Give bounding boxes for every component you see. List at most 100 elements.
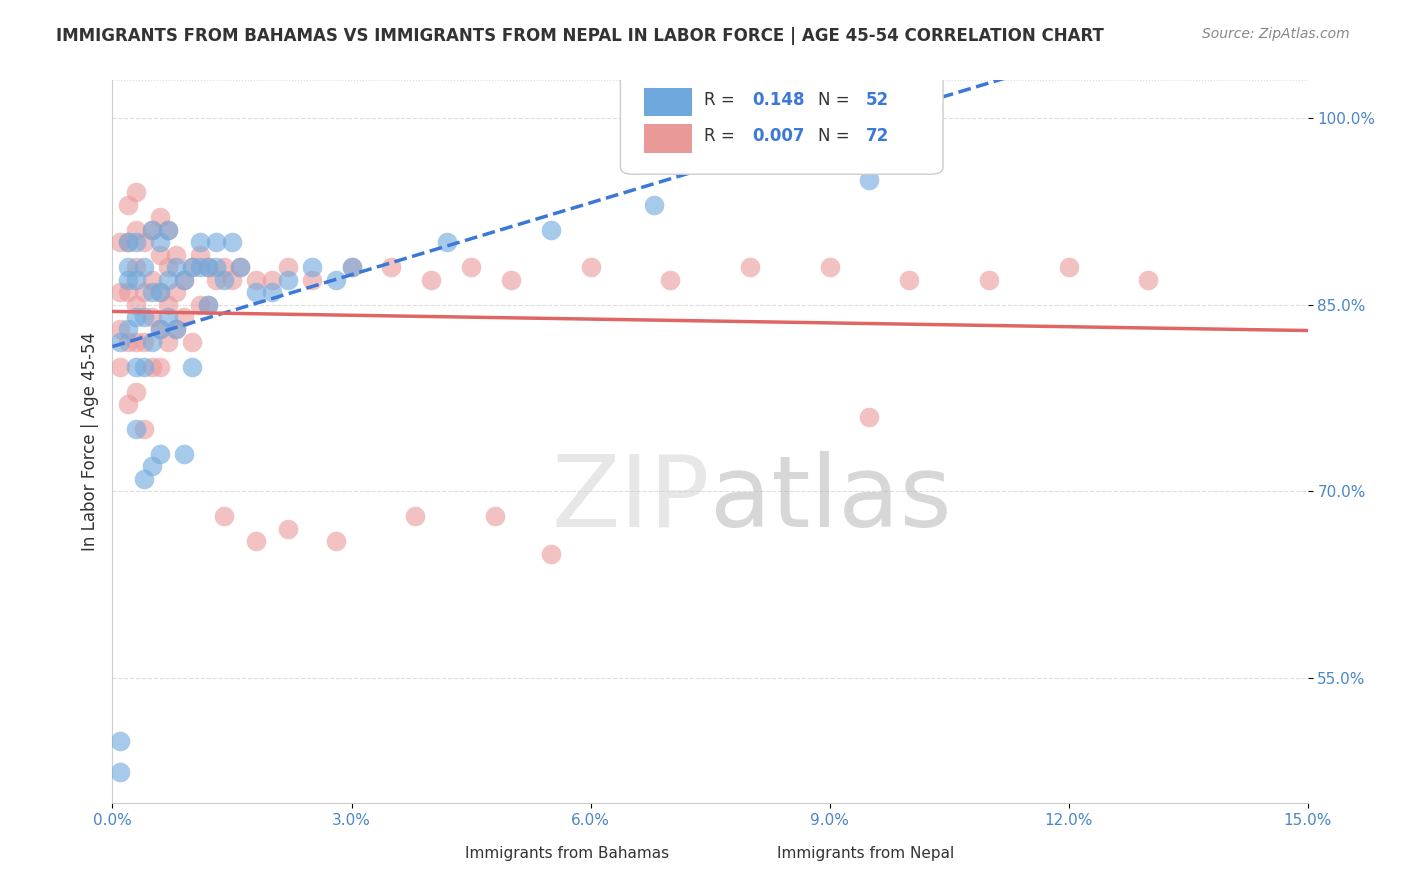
Point xyxy=(212,260,235,274)
Point xyxy=(245,272,267,286)
Point xyxy=(157,223,180,237)
Point xyxy=(125,223,148,237)
Point xyxy=(380,260,402,274)
Point xyxy=(212,509,235,524)
Text: Immigrants from Nepal: Immigrants from Nepal xyxy=(776,846,955,861)
Point xyxy=(149,359,172,374)
Point xyxy=(134,260,156,274)
Point xyxy=(157,260,180,274)
Point xyxy=(173,447,195,461)
Text: R =: R = xyxy=(704,127,740,145)
Point xyxy=(157,223,180,237)
Bar xyxy=(412,843,458,864)
Point xyxy=(125,422,148,436)
Point xyxy=(110,334,132,349)
Text: 0.148: 0.148 xyxy=(752,91,804,109)
Text: 72: 72 xyxy=(866,127,889,145)
Point xyxy=(173,310,195,324)
Point xyxy=(110,359,132,374)
Point xyxy=(125,384,148,399)
Point xyxy=(134,310,156,324)
Y-axis label: In Labor Force | Age 45-54: In Labor Force | Age 45-54 xyxy=(80,332,98,551)
Point xyxy=(229,260,252,274)
Point xyxy=(125,359,148,374)
Text: Immigrants from Bahamas: Immigrants from Bahamas xyxy=(464,846,669,861)
Point xyxy=(165,248,187,262)
Point xyxy=(540,223,562,237)
Point xyxy=(149,447,172,461)
Point xyxy=(149,322,172,336)
Point xyxy=(858,409,880,424)
Point xyxy=(205,260,228,274)
Point xyxy=(125,297,148,311)
Point xyxy=(157,334,180,349)
Point xyxy=(325,272,347,286)
Point xyxy=(117,235,139,250)
Point xyxy=(188,260,211,274)
Point xyxy=(188,297,211,311)
Point xyxy=(149,248,172,262)
Point xyxy=(141,223,163,237)
Point xyxy=(197,297,219,311)
Point xyxy=(117,260,139,274)
Point xyxy=(117,198,139,212)
Point xyxy=(157,297,180,311)
Point xyxy=(205,235,228,250)
Point xyxy=(858,173,880,187)
Point xyxy=(149,322,172,336)
Point xyxy=(181,359,204,374)
Text: 0.007: 0.007 xyxy=(752,127,804,145)
Point xyxy=(110,733,132,747)
Point xyxy=(117,272,139,286)
Point xyxy=(125,334,148,349)
Point xyxy=(110,764,132,779)
Point xyxy=(141,223,163,237)
Point xyxy=(579,260,602,274)
Point xyxy=(212,272,235,286)
Point xyxy=(149,211,172,225)
Point xyxy=(141,459,163,474)
Point xyxy=(659,272,682,286)
Point xyxy=(245,285,267,299)
Point xyxy=(404,509,426,524)
Point xyxy=(134,334,156,349)
Point xyxy=(141,272,163,286)
Text: ZIP: ZIP xyxy=(551,450,710,548)
Point xyxy=(157,310,180,324)
Text: Source: ZipAtlas.com: Source: ZipAtlas.com xyxy=(1202,27,1350,41)
Point xyxy=(134,359,156,374)
Point xyxy=(134,422,156,436)
Point xyxy=(165,260,187,274)
Point xyxy=(125,272,148,286)
Point xyxy=(643,198,665,212)
FancyBboxPatch shape xyxy=(620,66,943,174)
Point xyxy=(188,235,211,250)
Point xyxy=(141,359,163,374)
Point xyxy=(165,322,187,336)
Point xyxy=(260,285,283,299)
Point xyxy=(117,397,139,411)
Text: 52: 52 xyxy=(866,91,889,109)
Text: IMMIGRANTS FROM BAHAMAS VS IMMIGRANTS FROM NEPAL IN LABOR FORCE | AGE 45-54 CORR: IMMIGRANTS FROM BAHAMAS VS IMMIGRANTS FR… xyxy=(56,27,1104,45)
Point xyxy=(260,272,283,286)
Point xyxy=(117,322,139,336)
Point xyxy=(141,285,163,299)
Point xyxy=(540,547,562,561)
Point xyxy=(245,534,267,549)
Point xyxy=(125,260,148,274)
Point xyxy=(229,260,252,274)
Point xyxy=(197,260,219,274)
Point xyxy=(420,272,443,286)
Point xyxy=(134,285,156,299)
Point xyxy=(818,260,841,274)
Point xyxy=(977,272,1000,286)
Point xyxy=(181,260,204,274)
Point xyxy=(277,522,299,536)
Point xyxy=(277,260,299,274)
Point xyxy=(221,235,243,250)
Point xyxy=(436,235,458,250)
Point xyxy=(325,534,347,549)
Point xyxy=(197,260,219,274)
Point xyxy=(134,235,156,250)
Point xyxy=(277,272,299,286)
